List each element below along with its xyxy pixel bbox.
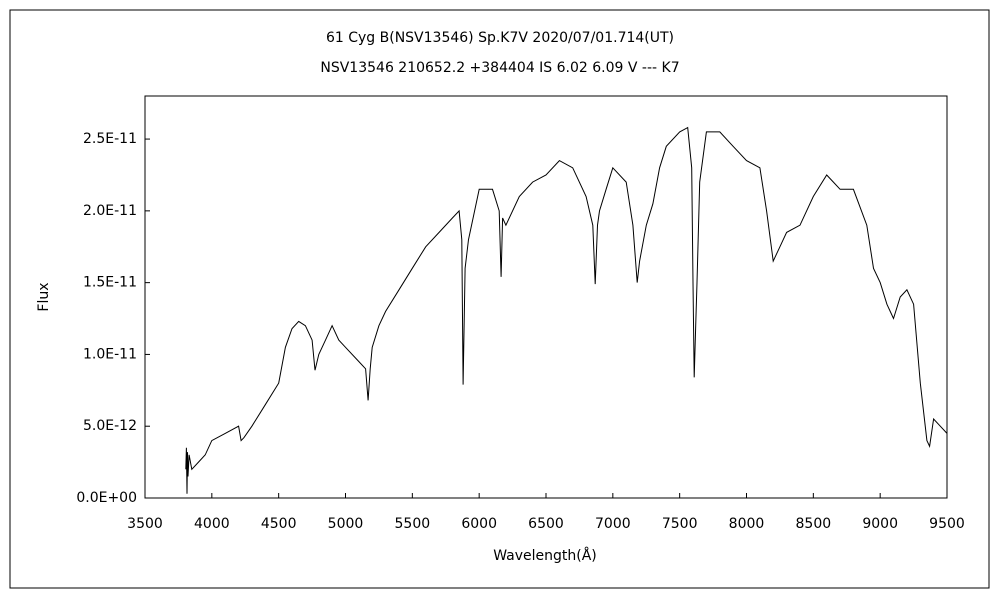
y-tick-label: 0.0E+00 [76,490,137,506]
x-tick-label: 9500 [929,516,965,532]
x-tick-label: 6500 [528,516,564,532]
y-tick-label: 5.0E-12 [83,418,137,434]
x-tick-label: 5500 [395,516,431,532]
x-tick-label: 7500 [662,516,698,532]
x-tick-label: 8000 [729,516,765,532]
plot-area [144,95,948,499]
x-tick-label: 9000 [862,516,898,532]
spectrum-line [185,126,948,494]
x-tick-label: 3500 [127,516,163,532]
x-tick-label: 8500 [796,516,832,532]
x-tick-label: 7000 [595,516,631,532]
y-tick-label: 1.0E-11 [83,346,137,362]
x-tick-label: 5000 [328,516,364,532]
y-tick-label: 1.5E-11 [83,275,137,291]
x-tick-label: 4500 [261,516,297,532]
x-axis-label: Wavelength(Å) [493,547,597,564]
x-tick-label: 4000 [194,516,230,532]
y-tick-label: 2.5E-11 [83,131,137,147]
x-tick-label: 6000 [461,516,497,532]
frame [9,9,990,589]
y-axis-label: Flux [36,282,52,311]
y-tick-label: 2.0E-11 [83,203,137,219]
chart-title: 61 Cyg B(NSV13546) Sp.K7V 2020/07/01.714… [326,30,674,46]
chart-subtitle: NSV13546 210652.2 +384404 IS 6.02 6.09 V… [320,60,679,76]
